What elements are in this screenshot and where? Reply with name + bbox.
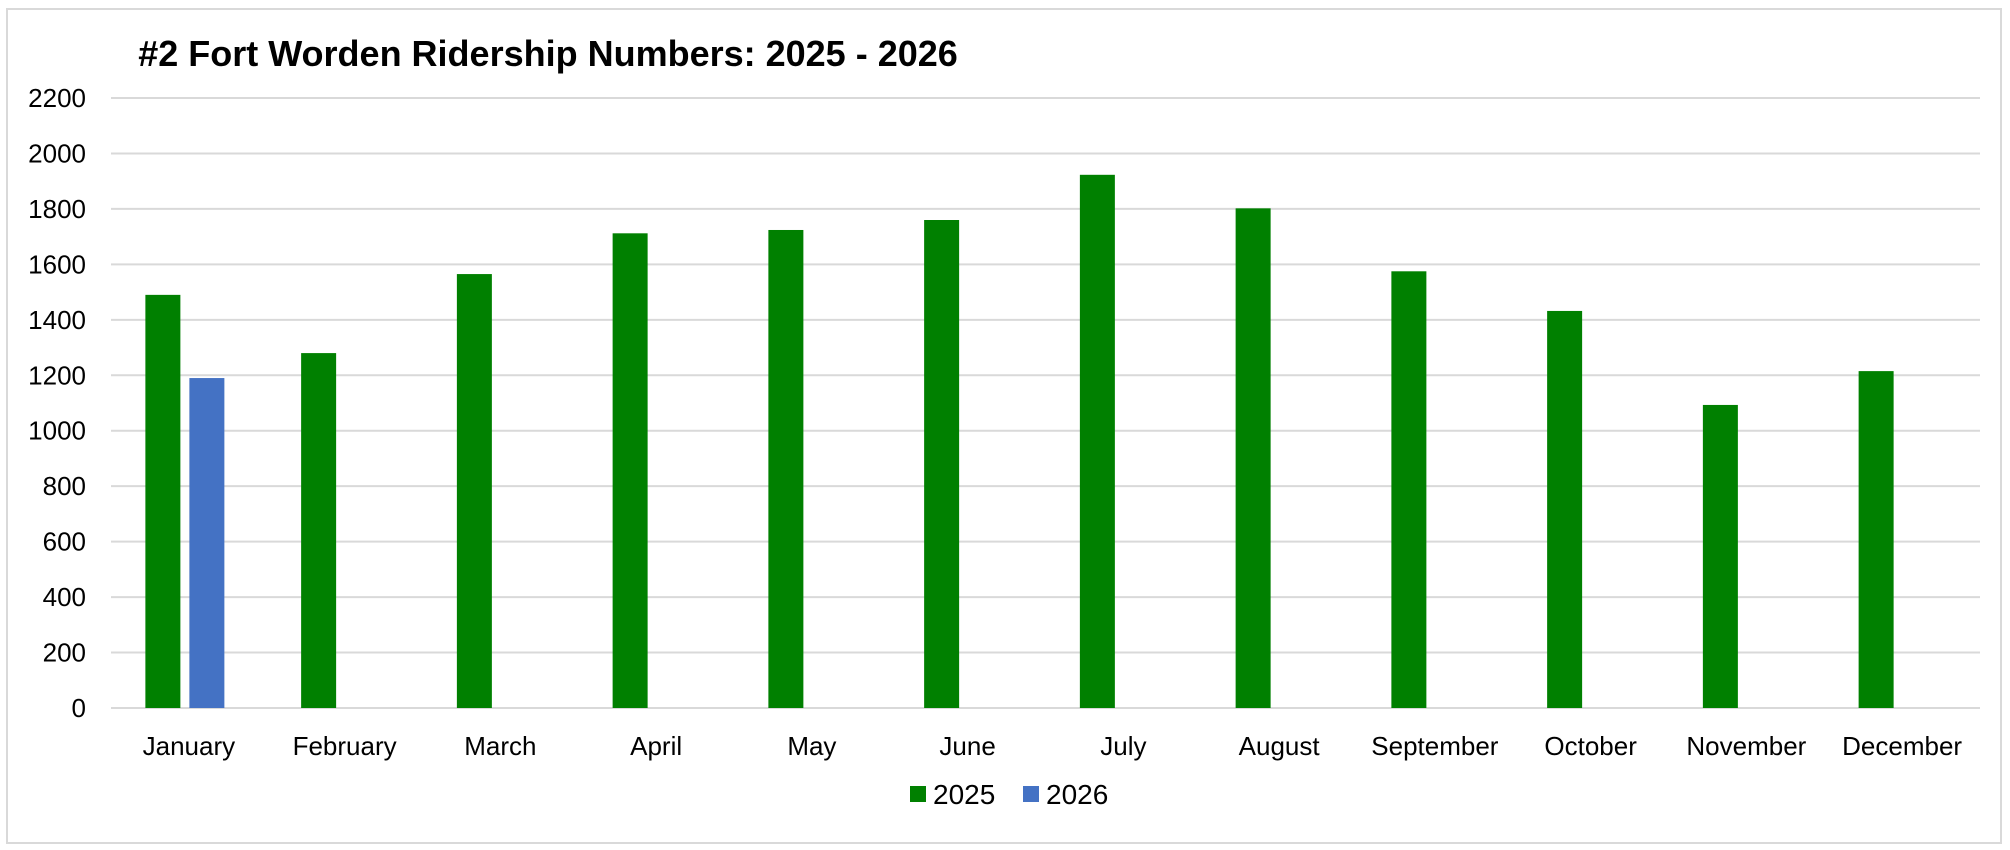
bar-2025-august: [1235, 208, 1271, 708]
legend-swatch-2025: [910, 786, 926, 802]
x-tick-label: February: [293, 731, 397, 761]
y-tick-label: 1600: [28, 249, 86, 279]
x-axis-tick-labels: January February March April May June July Augu…: [143, 731, 1963, 761]
x-tick-label: October: [1544, 731, 1637, 761]
bar-2025-september: [1391, 271, 1427, 708]
chart-title: #2 Fort Worden Ridership Numbers: 2025 -…: [138, 33, 958, 74]
y-tick-label: 2200: [28, 83, 86, 113]
bar-2025-february: [301, 353, 337, 708]
bar-2025-november: [1702, 404, 1738, 708]
bar-2025-january: [145, 294, 181, 708]
x-tick-label: April: [630, 731, 682, 761]
bar-2025-june: [924, 220, 960, 708]
y-tick-label: 1200: [28, 360, 86, 390]
bars: [145, 174, 1894, 709]
legend-swatch-2026: [1023, 786, 1039, 802]
bar-2025-march: [456, 274, 492, 708]
gridlines: [111, 97, 1980, 709]
y-tick-label: 2000: [28, 138, 86, 168]
y-axis-tick-labels: 0 200 400 600 800 1000 1200 1400 1600 1800 2000 220…: [28, 83, 86, 723]
bar-2025-october: [1547, 310, 1583, 708]
y-tick-label: 600: [43, 527, 86, 557]
y-tick-label: 1000: [28, 416, 86, 446]
bar-2025-july: [1079, 174, 1115, 708]
x-tick-label: July: [1100, 731, 1146, 761]
legend-label-2025: 2025: [933, 779, 995, 810]
y-tick-label: 1400: [28, 305, 86, 335]
y-tick-label: 0: [72, 693, 86, 723]
bar-2025-december: [1858, 371, 1894, 708]
y-tick-label: 400: [43, 582, 86, 612]
bar-2025-april: [612, 233, 648, 709]
y-tick-label: 800: [43, 471, 86, 501]
x-tick-label: May: [787, 731, 836, 761]
x-tick-label: December: [1842, 731, 1962, 761]
legend: 2025 2026: [910, 779, 1108, 810]
x-tick-label: June: [939, 731, 995, 761]
x-tick-label: September: [1371, 731, 1499, 761]
x-tick-label: August: [1239, 731, 1321, 761]
bar-2025-may: [768, 229, 804, 708]
x-tick-label: January: [143, 731, 236, 761]
x-tick-label: March: [464, 731, 536, 761]
y-tick-label: 200: [43, 638, 86, 668]
x-tick-label: November: [1686, 731, 1806, 761]
y-tick-label: 1800: [28, 194, 86, 224]
bar-2026-january: [189, 378, 225, 708]
legend-label-2026: 2026: [1046, 779, 1108, 810]
chart-frame: [6, 8, 2002, 844]
